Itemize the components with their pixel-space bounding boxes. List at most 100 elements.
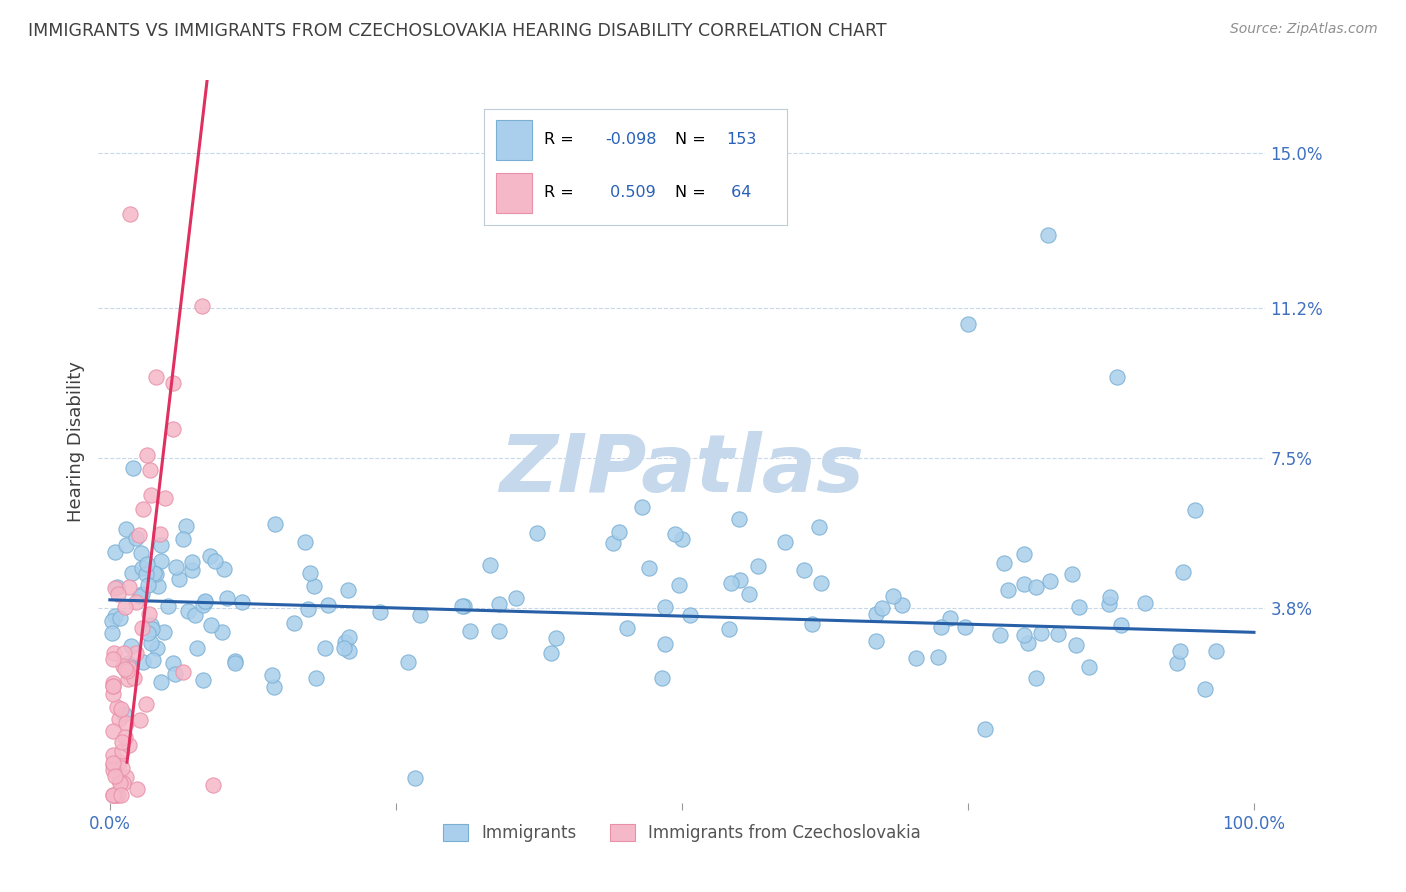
Point — [177, 604, 200, 618]
Point — [131, 560, 153, 574]
Point — [775, 534, 797, 549]
Point — [103, 764, 125, 778]
Point — [132, 655, 155, 669]
Point — [174, 519, 197, 533]
Point — [204, 554, 226, 568]
Point — [939, 611, 962, 625]
Point — [114, 770, 136, 784]
Point — [145, 566, 167, 581]
Point — [654, 600, 676, 615]
Point — [103, 608, 125, 623]
Point — [118, 661, 141, 675]
Point — [294, 535, 316, 549]
Point — [263, 681, 285, 695]
Point — [117, 664, 139, 678]
Point — [283, 615, 305, 630]
Point — [602, 536, 624, 550]
Point — [115, 715, 138, 730]
Point — [108, 755, 131, 769]
Point — [526, 525, 548, 540]
Point — [298, 566, 321, 580]
Point — [224, 654, 246, 668]
Point — [1031, 625, 1053, 640]
Point — [801, 617, 824, 632]
Point — [103, 723, 125, 738]
Point — [101, 626, 124, 640]
Point — [607, 525, 630, 540]
Point — [956, 317, 979, 331]
Point — [451, 599, 474, 613]
Point — [186, 640, 208, 655]
Point — [1077, 660, 1099, 674]
Point — [747, 558, 769, 573]
Point — [409, 608, 432, 623]
Point — [1036, 227, 1059, 242]
Legend: Immigrants, Immigrants from Czechoslovakia: Immigrants, Immigrants from Czechoslovak… — [436, 817, 928, 848]
Point — [149, 554, 172, 568]
Point — [117, 673, 139, 687]
Point — [1047, 627, 1070, 641]
Point — [110, 788, 132, 802]
Point — [103, 747, 125, 762]
Point — [1069, 600, 1091, 615]
Point — [111, 761, 134, 775]
Point — [136, 578, 159, 592]
Point — [305, 671, 328, 685]
Point — [191, 299, 214, 313]
Point — [488, 624, 510, 638]
Point — [124, 595, 146, 609]
Point — [678, 608, 700, 623]
Point — [200, 617, 222, 632]
Point — [810, 575, 832, 590]
Point — [110, 735, 132, 749]
Point — [131, 502, 153, 516]
Point — [112, 707, 135, 722]
Point — [128, 589, 150, 603]
Point — [103, 788, 125, 802]
Point — [631, 500, 654, 514]
Point — [114, 599, 136, 614]
Point — [103, 788, 125, 802]
Point — [1017, 636, 1039, 650]
Point — [105, 581, 128, 595]
Point — [125, 646, 148, 660]
Point — [157, 599, 180, 613]
Point — [115, 538, 138, 552]
Point — [488, 597, 510, 611]
Point — [929, 620, 952, 634]
Point — [1025, 671, 1047, 685]
Point — [728, 573, 751, 587]
Point — [118, 738, 141, 752]
Point — [262, 667, 284, 681]
Point — [668, 578, 690, 592]
Point — [1111, 618, 1133, 632]
Point — [671, 532, 693, 546]
Point — [505, 591, 527, 605]
Point — [337, 582, 360, 597]
Point — [104, 769, 127, 783]
Point — [135, 557, 157, 571]
Point — [162, 422, 184, 436]
Point — [314, 641, 336, 656]
Point — [1098, 597, 1121, 611]
Point — [143, 566, 166, 580]
Point — [163, 667, 186, 681]
Point — [153, 491, 176, 506]
Point — [138, 607, 160, 621]
Point — [905, 651, 928, 665]
Point — [107, 788, 129, 802]
Point — [212, 562, 235, 576]
Point — [105, 699, 128, 714]
Point — [162, 376, 184, 391]
Point — [124, 671, 146, 685]
Point — [1012, 576, 1035, 591]
Point — [337, 630, 360, 644]
Point — [103, 788, 125, 802]
Point — [103, 687, 125, 701]
Point — [882, 589, 904, 603]
Point — [927, 650, 949, 665]
Point — [172, 532, 194, 546]
Point — [1098, 591, 1121, 605]
Point — [146, 640, 169, 655]
Point — [1064, 638, 1087, 652]
